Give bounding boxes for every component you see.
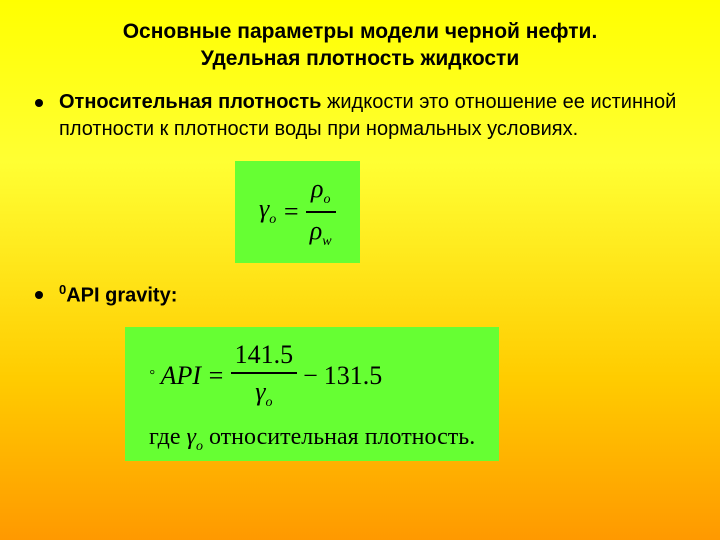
fraction-1: ρo ρw xyxy=(306,173,336,251)
denominator-2: γo xyxy=(231,374,298,412)
gamma-symbol-2: γo xyxy=(187,424,203,450)
bullet-2-text: 0API gravity: xyxy=(59,281,177,310)
bullet-dot-icon xyxy=(35,99,43,107)
bullet-dot-icon xyxy=(35,291,43,299)
formula-2-desc: где γo относительная плотность. xyxy=(149,424,475,455)
api-label: API gravity: xyxy=(66,284,177,306)
formula-1: γo = ρo ρw xyxy=(259,173,336,251)
gamma-symbol: γo xyxy=(259,194,276,228)
formula-2-box: ° API = 141.5 γo − 131.5 где γo относите… xyxy=(125,327,499,461)
numerator-2: 141.5 xyxy=(231,339,298,374)
denominator: ρw xyxy=(306,213,336,251)
formula-1-box: γo = ρo ρw xyxy=(235,161,360,263)
minus-sign: − xyxy=(303,361,318,391)
bullet-1-bold: Относительная плотность xyxy=(59,91,321,113)
bullet-2: 0API gravity: xyxy=(35,281,685,310)
degree-symbol: ° xyxy=(149,368,155,384)
desc-text: относительная плотность. xyxy=(209,424,475,450)
formula-2: ° API = 141.5 γo − 131.5 xyxy=(149,339,475,412)
fraction-2: 141.5 γo xyxy=(231,339,298,412)
bullet-1-text: Относительная плотность жидкости это отн… xyxy=(59,89,685,143)
equals-sign-2: = xyxy=(207,361,225,391)
bullet-1: Относительная плотность жидкости это отн… xyxy=(35,89,685,143)
title-line-2: Удельная плотность жидкости xyxy=(201,47,520,70)
title-line-1: Основные параметры модели черной нефти. xyxy=(123,20,598,43)
equals-sign: = xyxy=(282,197,300,227)
constant: 131.5 xyxy=(324,361,383,391)
numerator: ρo xyxy=(306,173,336,213)
api-text: API xyxy=(161,361,201,391)
where-text: где xyxy=(149,424,181,450)
slide-title: Основные параметры модели черной нефти. … xyxy=(35,18,685,73)
